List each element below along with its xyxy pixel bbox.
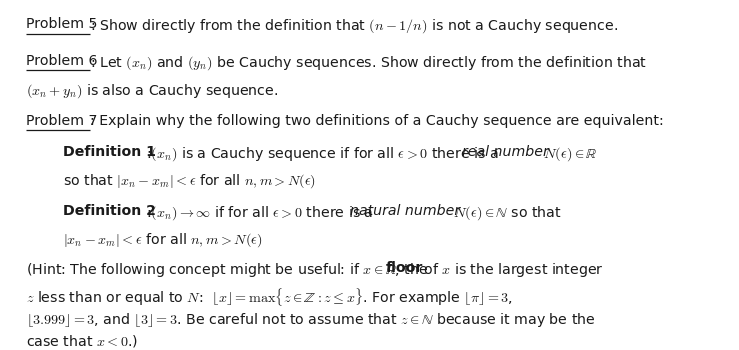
Text: : Explain why the following two definitions of a Cauchy sequence are equivalent:: : Explain why the following two definiti… [89,114,664,128]
Text: $|x_n - x_m| < \epsilon$ for all $n, m > N(\epsilon)$: $|x_n - x_m| < \epsilon$ for all $n, m >… [64,231,263,249]
Text: Definition 2: Definition 2 [64,204,157,218]
Text: $N(\epsilon) \in \mathbb{N}$ so that: $N(\epsilon) \in \mathbb{N}$ so that [449,204,561,222]
Text: : Let $(x_n)$ and $(y_n)$ be Cauchy sequences. Show directly from the definition: : Let $(x_n)$ and $(y_n)$ be Cauchy sequ… [89,54,647,72]
Text: so that $|x_n - x_m| < \epsilon$ for all $n, m > N(\epsilon)$: so that $|x_n - x_m| < \epsilon$ for all… [64,172,316,190]
Text: case that $x < 0$.): case that $x < 0$.) [26,333,138,349]
Text: natural number: natural number [350,204,460,218]
Text: floor: floor [385,261,423,275]
Text: Problem 6: Problem 6 [26,54,98,68]
Text: of $x$ is the largest integer: of $x$ is the largest integer [419,261,603,279]
Text: $N(\epsilon) \in \mathbb{R}$: $N(\epsilon) \in \mathbb{R}$ [539,145,598,163]
Text: (Hint: The following concept might be useful: if $x \in \mathbb{R}$, the: (Hint: The following concept might be us… [26,261,429,279]
Text: :$(x_n)$ is a Cauchy sequence if for all $\epsilon > 0$ there is a: :$(x_n)$ is a Cauchy sequence if for all… [146,145,500,163]
Text: Problem 7: Problem 7 [26,114,98,128]
Text: $\lfloor 3.999 \rfloor = 3$, and $\lfloor 3 \rfloor = 3$. Be careful not to assu: $\lfloor 3.999 \rfloor = 3$, and $\lfloo… [26,311,595,329]
Text: Problem 5: Problem 5 [26,18,98,32]
Text: $(x_n + y_n)$ is also a Cauchy sequence.: $(x_n + y_n)$ is also a Cauchy sequence. [26,83,278,100]
Text: :$(x_n) \rightarrow \infty$ if for all $\epsilon > 0$ there is a: :$(x_n) \rightarrow \infty$ if for all $… [146,204,375,222]
Text: $z$ less than or equal to $N$:  $\lfloor x \rfloor = \max\{ z \in \mathbb{Z} : z: $z$ less than or equal to $N$: $\lfloor … [26,286,513,308]
Text: : Show directly from the definition that $(n - 1/n)$ is not a Cauchy sequence.: : Show directly from the definition that… [89,18,618,35]
Text: Definition 1: Definition 1 [64,145,157,159]
Text: real number: real number [462,145,549,159]
